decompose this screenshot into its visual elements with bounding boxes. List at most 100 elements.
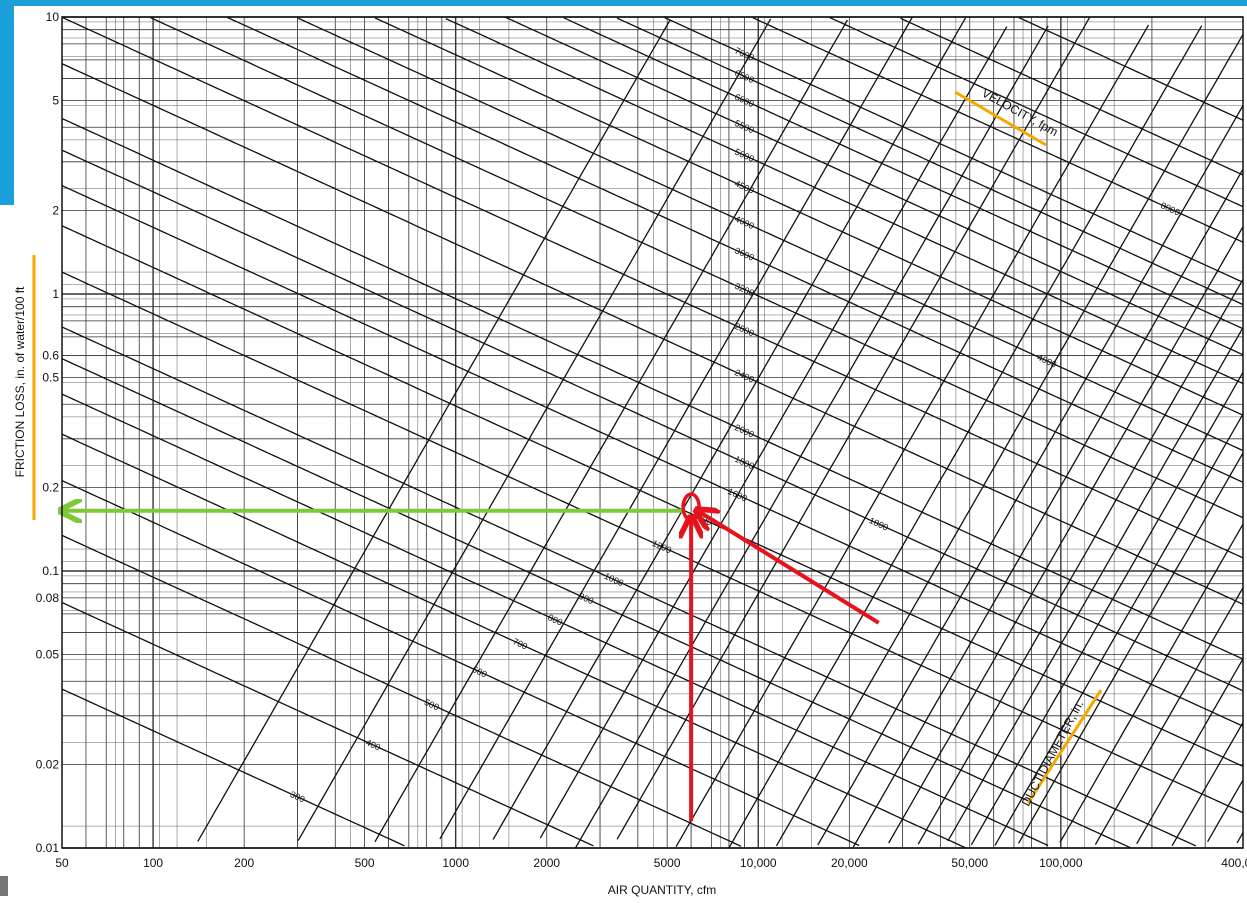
velocity-line xyxy=(563,17,1244,330)
velocity-line xyxy=(374,17,1244,416)
velocity-line-label: 1800 xyxy=(868,515,890,532)
diameter-line xyxy=(1207,779,1244,843)
velocity-line xyxy=(61,688,405,847)
y-tick-label: 0.01 xyxy=(36,841,60,855)
y-tick-label: 2 xyxy=(52,204,59,218)
velocity-line xyxy=(829,16,1244,208)
x-tick-label: 400,000 xyxy=(1221,856,1247,870)
velocity-line xyxy=(664,16,1244,283)
y-tick-label: 5 xyxy=(52,93,59,107)
corner-mark xyxy=(0,876,8,896)
diameter-line xyxy=(775,34,1244,847)
diameter-line xyxy=(888,226,1244,844)
y-tick-label: 10 xyxy=(46,10,60,24)
velocity-line-label: 700 xyxy=(511,636,529,651)
chart-axes: 50 100 200 500 1000 2000 5000 10,000 20,000 50,00… xyxy=(36,10,1247,870)
x-tick-label: 100,000 xyxy=(1039,856,1083,870)
x-tick-label: 100 xyxy=(143,856,163,870)
velocity-line xyxy=(900,17,1244,176)
velocity-line xyxy=(297,17,1244,452)
velocity-line-label: 1200 xyxy=(651,538,673,555)
velocity-line xyxy=(61,16,1244,559)
diameter-line xyxy=(994,413,1244,846)
velocity-arrow xyxy=(698,511,880,625)
velocity-line-label: 1000 xyxy=(603,571,625,588)
annotation-overlay xyxy=(32,90,1103,822)
velocity-line xyxy=(61,601,594,847)
velocity-line xyxy=(445,18,1244,385)
diameter-line xyxy=(439,16,913,840)
velocity-line xyxy=(61,271,1244,814)
velocity-line-label: 600 xyxy=(471,664,489,679)
velocity-line xyxy=(61,326,1197,847)
y-axis-label: FRICTION LOSS, in. of water/100 ft xyxy=(13,286,27,477)
x-tick-label: 5000 xyxy=(654,856,681,870)
diameter-lines xyxy=(197,16,1244,848)
velocity-line xyxy=(1018,16,1244,121)
x-axis-label: AIR QUANTITY, cfm xyxy=(608,883,716,897)
x-tick-label: 1000 xyxy=(442,856,469,870)
plot-frame xyxy=(61,16,1244,849)
x-tick-label: 20,000 xyxy=(831,856,868,870)
velocity-line xyxy=(752,17,1244,243)
y-tick-label: 0.2 xyxy=(42,481,59,495)
y-tick-label: 0.1 xyxy=(42,564,59,578)
x-tick-label: 2000 xyxy=(533,856,560,870)
velocity-line xyxy=(61,534,742,847)
velocity-line xyxy=(61,393,1049,847)
diameter-line xyxy=(852,168,1244,848)
velocity-label-highlight xyxy=(954,90,1047,147)
x-tick-label: 50,000 xyxy=(951,856,988,870)
diameter-line xyxy=(675,24,1150,848)
diameter-line xyxy=(917,278,1244,845)
chart-grid xyxy=(61,16,1244,849)
x-tick-label: 200 xyxy=(234,856,254,870)
left-accent-bar xyxy=(0,0,14,205)
x-tick-label: 500 xyxy=(355,856,375,870)
diameter-line xyxy=(575,25,1049,848)
velocity-line-label: 900 xyxy=(577,591,595,606)
diameter-line xyxy=(297,18,772,841)
velocity-lines xyxy=(61,16,1244,849)
diameter-line xyxy=(947,327,1244,842)
velocity-line xyxy=(61,480,860,847)
velocity-line-label: 800 xyxy=(546,612,564,627)
diameter-line xyxy=(616,17,1091,840)
velocity-line xyxy=(61,63,1244,605)
operating-point-marker xyxy=(681,492,701,522)
velocity-line xyxy=(61,185,1244,727)
diameter-line xyxy=(1059,523,1244,843)
velocity-line-label: 300 xyxy=(289,789,307,804)
diameter-line xyxy=(817,105,1244,846)
diameter-line xyxy=(1018,452,1244,844)
velocity-line xyxy=(61,358,1132,849)
diameter-line xyxy=(374,19,848,843)
y-tick-label: 0.05 xyxy=(36,647,60,661)
velocity-line xyxy=(504,16,1244,356)
y-tick-label: 0.5 xyxy=(42,370,59,384)
line-labels: 3004005006007008009001000120014001600180… xyxy=(289,45,1182,804)
y-tick-label: 0.6 xyxy=(42,348,59,362)
velocity-line-label: 1600 xyxy=(726,486,748,503)
y-tick-label: 0.02 xyxy=(36,758,60,772)
diameter-line xyxy=(728,25,1203,848)
diameter-line xyxy=(539,26,1008,839)
velocity-line xyxy=(227,16,1244,483)
velocity-line xyxy=(61,225,1244,767)
top-accent-bar xyxy=(0,0,1247,6)
diameter-line xyxy=(492,17,967,840)
velocity-line-label: 500 xyxy=(423,697,441,712)
velocity-line xyxy=(150,17,1244,519)
diameter-line xyxy=(1171,722,1244,847)
y-tick-label: 0.08 xyxy=(36,591,60,605)
diameter-line xyxy=(1094,587,1244,845)
velocity-line xyxy=(61,149,1244,692)
y-tick-label: 1 xyxy=(52,287,59,301)
velocity-line xyxy=(61,117,1244,660)
velocity-line-label: 400 xyxy=(364,737,382,752)
diameter-line xyxy=(197,19,671,842)
diameter-line xyxy=(1236,832,1244,844)
diameter-line xyxy=(1136,658,1244,845)
velocity-line-label: 8000 xyxy=(1159,200,1181,217)
